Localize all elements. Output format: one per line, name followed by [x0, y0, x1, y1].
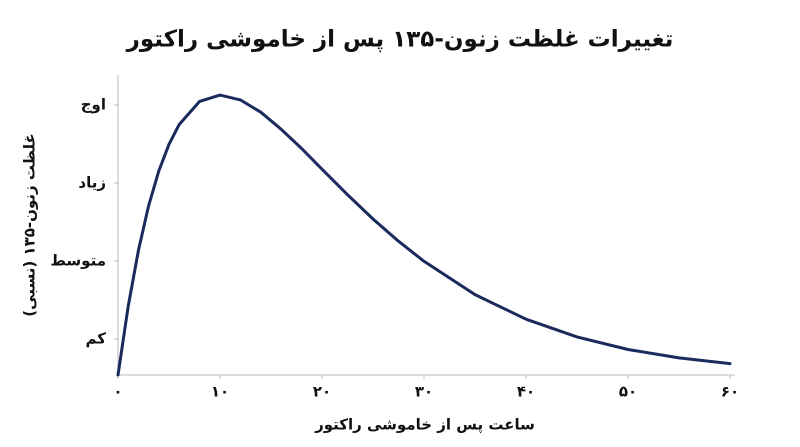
y-tick-label: اوج: [81, 96, 106, 114]
chart-title: تغییرات غلظت زنون-۱۳۵ پس از خاموشی راکتو…: [126, 27, 674, 53]
x-tick-label: ۶۰: [721, 383, 739, 401]
x-tick-label: ۵۰: [619, 383, 637, 401]
x-tick-label: ۱۰: [211, 383, 229, 401]
x-tick-label: ۰: [113, 383, 122, 401]
x-tick-label: ۳۰: [415, 383, 433, 401]
y-axis-label: غلظت زنون-۱۳۵ (نسبی): [21, 133, 39, 316]
y-tick-label: کم: [86, 330, 107, 348]
data-line: [116, 93, 732, 377]
y-tick-label: زیاد: [78, 174, 106, 192]
y-tick-label: متوسط: [50, 252, 106, 270]
x-tick-label: ۲۰: [313, 383, 331, 401]
x-tick-label: ۴۰: [517, 383, 535, 401]
x-axis-label: ساعت پس از خاموشی راکتور: [314, 416, 535, 435]
